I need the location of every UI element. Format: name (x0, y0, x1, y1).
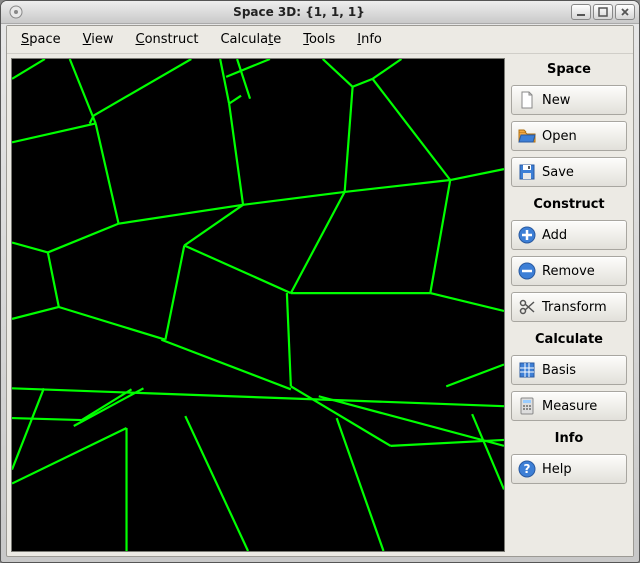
button-label: Remove (542, 264, 595, 279)
client-area: SpaceViewConstructCalculateToolsInfo Spa… (6, 25, 634, 557)
sidebar: Space New Open Save Construct Add Remove Transf… (509, 54, 633, 556)
menu-item-calculate[interactable]: Calculate (212, 29, 289, 50)
grid-blue-icon (518, 361, 536, 379)
transform-button[interactable]: Transform (511, 292, 627, 322)
button-label: Basis (542, 363, 576, 378)
menu-item-view[interactable]: View (75, 29, 122, 50)
section-title-space: Space (511, 62, 627, 77)
minus-blue-icon (518, 262, 536, 280)
section-title-info: Info (511, 431, 627, 446)
help-button[interactable]: ? Help (511, 454, 627, 484)
new-button[interactable]: New (511, 85, 627, 115)
help-blue-icon: ? (518, 460, 536, 478)
section-title-calculate: Calculate (511, 332, 627, 347)
minimize-button[interactable] (571, 4, 591, 20)
close-button[interactable] (615, 4, 635, 20)
app-menu-icon[interactable] (5, 5, 27, 19)
remove-button[interactable]: Remove (511, 256, 627, 286)
save-button[interactable]: Save (511, 157, 627, 187)
floppy-save-icon (518, 163, 536, 181)
titlebar: Space 3D: {1, 1, 1} (1, 1, 639, 24)
window-title: Space 3D: {1, 1, 1} (27, 5, 571, 19)
plus-blue-icon (518, 226, 536, 244)
button-label: Transform (542, 300, 607, 315)
folder-open-icon (518, 127, 536, 145)
menu-item-info[interactable]: Info (349, 29, 390, 50)
calculator-icon (518, 397, 536, 415)
button-label: Open (542, 129, 577, 144)
button-label: Save (542, 165, 574, 180)
window-frame: Space 3D: {1, 1, 1} SpaceViewConstructCa… (0, 0, 640, 563)
menu-item-construct[interactable]: Construct (128, 29, 207, 50)
basis-button[interactable]: Basis (511, 355, 627, 385)
menu-item-space[interactable]: Space (13, 29, 69, 50)
scissors-icon (518, 298, 536, 316)
button-label: Help (542, 462, 572, 477)
main-split: Space New Open Save Construct Add Remove Transf… (7, 54, 633, 556)
svg-text:?: ? (524, 462, 531, 476)
section-title-construct: Construct (511, 197, 627, 212)
menubar: Space View ConstructCalculate Tools Info (7, 26, 633, 54)
button-label: Add (542, 228, 567, 243)
wireframe-svg (12, 59, 504, 551)
open-button[interactable]: Open (511, 121, 627, 151)
file-new-icon (518, 91, 536, 109)
maximize-button[interactable] (593, 4, 613, 20)
button-label: New (542, 93, 570, 108)
button-label: Measure (542, 399, 597, 414)
add-button[interactable]: Add (511, 220, 627, 250)
menu-item-tools[interactable]: Tools (295, 29, 343, 50)
measure-button[interactable]: Measure (511, 391, 627, 421)
viewport-3d[interactable] (11, 58, 505, 552)
